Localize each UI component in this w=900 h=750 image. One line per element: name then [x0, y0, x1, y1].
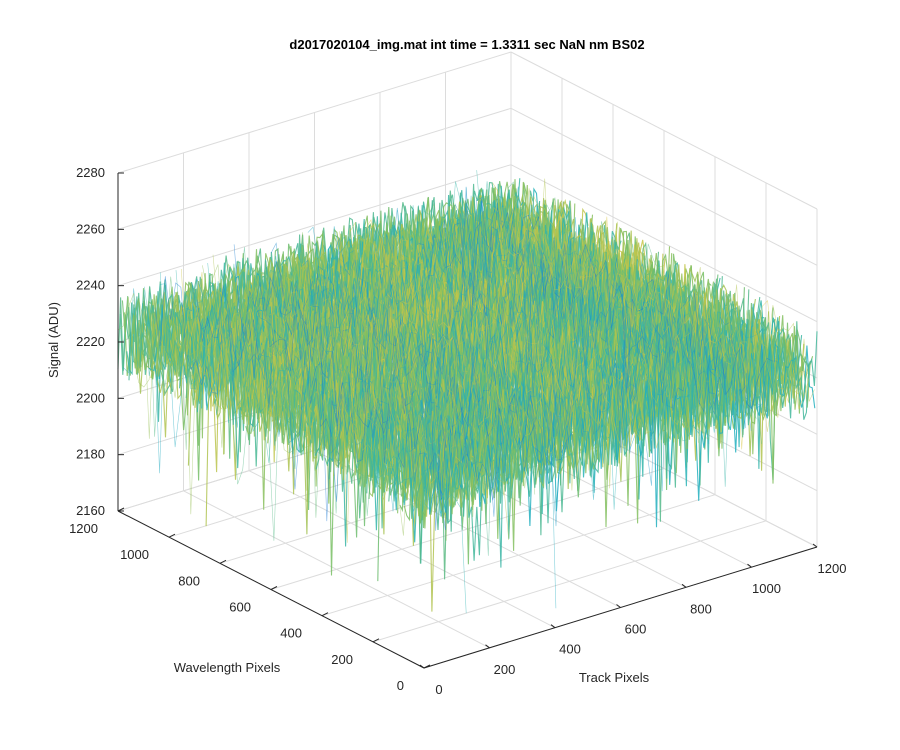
x-tick-label: 0	[435, 682, 442, 697]
surface-column	[465, 187, 773, 409]
z-tick-label: 2280	[76, 165, 105, 180]
surface-column	[339, 230, 646, 444]
x-tick-label: 1200	[818, 561, 847, 576]
z-tick-label: 2260	[76, 221, 105, 236]
y-tick-label: 1000	[120, 547, 149, 562]
back-wall-gridline	[117, 107, 512, 230]
axes-lines	[117, 172, 818, 669]
surface-column	[407, 203, 715, 442]
x-axis-title: Track Pixels	[579, 670, 650, 685]
surface-column	[508, 178, 815, 402]
side-wall-gridline	[510, 107, 818, 266]
side-wall-gridline	[510, 164, 818, 323]
surface-column	[455, 203, 762, 444]
y-tick-label: 1200	[69, 521, 98, 536]
surface-column	[159, 272, 467, 614]
surface-column	[434, 210, 741, 396]
x-tick-mark	[419, 664, 425, 669]
chart-title: d2017020104_img.mat int time = 1.3311 se…	[289, 37, 644, 52]
surface	[117, 170, 818, 614]
surface-column	[502, 207, 810, 450]
y-tick-label: 400	[280, 626, 302, 641]
surface-column	[492, 182, 799, 418]
z-tick-label: 2240	[76, 278, 105, 293]
y-tick-mark	[372, 638, 380, 643]
tick-labels: 0 200 400 600 800 1000 1200 0 200 400 600 800 1000 12…	[69, 165, 846, 697]
floor-gridline	[372, 520, 767, 643]
surface-column	[476, 170, 783, 395]
x-tick-label: 800	[690, 601, 712, 616]
side-wall-gridline	[510, 51, 818, 210]
x-tick-label: 200	[494, 662, 516, 677]
surface-column	[328, 226, 636, 500]
y-tick-label: 800	[178, 573, 200, 588]
surface-column	[191, 282, 499, 488]
x-tick-mark	[812, 543, 818, 548]
surface-column	[175, 270, 483, 498]
surface-column	[233, 244, 541, 500]
x-tick-label: 1000	[752, 581, 781, 596]
surface-column	[487, 188, 794, 436]
back-wall-gridline	[117, 51, 512, 174]
y-tick-mark	[321, 612, 329, 617]
x-tick-mark	[485, 644, 490, 649]
floor-gridline	[321, 494, 716, 617]
surface-column	[249, 256, 557, 609]
x-tick-label: 400	[559, 642, 581, 657]
surface-column	[297, 232, 604, 460]
y-tick-label: 200	[331, 652, 353, 667]
z-tick-label: 2220	[76, 334, 105, 349]
surface-column	[244, 271, 551, 521]
surface-column	[334, 237, 641, 454]
z-tick-label: 2200	[76, 390, 105, 405]
x-tick-mark	[616, 604, 621, 608]
y-tick-mark	[219, 559, 227, 564]
surface-column	[302, 250, 609, 490]
back-wall-gridline	[117, 164, 512, 287]
y-tick-mark	[423, 664, 431, 669]
surface-column	[276, 246, 583, 491]
y-tick-mark	[270, 586, 278, 590]
surface-column	[497, 181, 805, 406]
z-tick-label: 2180	[76, 447, 105, 462]
y-axis-title: Wavelength Pixels	[174, 660, 281, 675]
y-tick-mark	[168, 533, 176, 538]
x-tick-label: 600	[625, 622, 647, 637]
surface-column	[144, 286, 451, 503]
y-tick-label: 0	[397, 678, 404, 693]
surface-column	[481, 186, 789, 423]
z-axis-title: Signal (ADU)	[46, 302, 61, 378]
x-tick-mark	[550, 624, 556, 629]
x-tick-mark	[747, 563, 752, 568]
z-tick-label: 2160	[76, 503, 105, 518]
surface-column	[386, 215, 694, 444]
surface-column	[323, 242, 630, 438]
x-tick-mark	[681, 583, 687, 588]
y-tick-label: 600	[229, 600, 251, 615]
